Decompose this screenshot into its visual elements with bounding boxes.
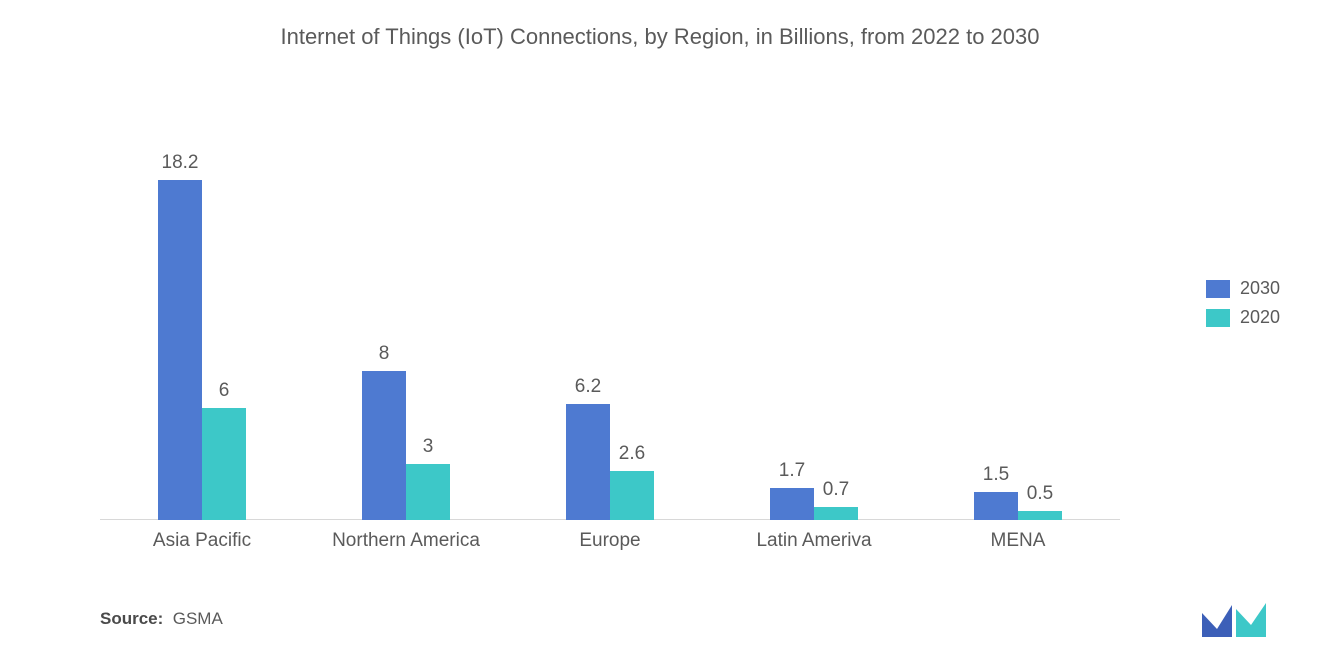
legend-label-2020: 2020 bbox=[1240, 307, 1280, 328]
legend-item-2030: 2030 bbox=[1206, 278, 1280, 299]
chart-title: Internet of Things (IoT) Connections, by… bbox=[0, 24, 1320, 50]
legend-swatch-2020 bbox=[1206, 309, 1230, 327]
bar-value-label: 6.2 bbox=[548, 376, 628, 398]
brand-logo-icon bbox=[1200, 601, 1270, 639]
bar bbox=[814, 507, 858, 520]
bar bbox=[202, 408, 246, 520]
bar-group: 6.22.6Europe bbox=[508, 100, 712, 520]
bar-group: 18.26Asia Pacific bbox=[100, 100, 304, 520]
bar bbox=[406, 464, 450, 520]
bar-value-label: 3 bbox=[388, 436, 468, 458]
category-label: Northern America bbox=[304, 520, 508, 552]
category-label: Europe bbox=[508, 520, 712, 552]
source-value: GSMA bbox=[173, 609, 223, 628]
bar-value-label: 8 bbox=[344, 343, 424, 365]
bar-group: 1.50.5MENA bbox=[916, 100, 1120, 520]
legend-swatch-2030 bbox=[1206, 280, 1230, 298]
bar-value-label: 0.5 bbox=[1000, 483, 1080, 505]
source-citation: Source: GSMA bbox=[100, 609, 223, 629]
bar-group: 1.70.7Latin Ameriva bbox=[712, 100, 916, 520]
legend-label-2030: 2030 bbox=[1240, 278, 1280, 299]
bar-value-label: 6 bbox=[184, 380, 264, 402]
category-label: Latin Ameriva bbox=[712, 520, 916, 552]
legend: 2030 2020 bbox=[1206, 278, 1280, 336]
category-label: MENA bbox=[916, 520, 1120, 552]
bar bbox=[610, 471, 654, 520]
plot-area: 18.26Asia Pacific83Northern America6.22.… bbox=[100, 100, 1120, 520]
category-label: Asia Pacific bbox=[100, 520, 304, 552]
bar-group: 83Northern America bbox=[304, 100, 508, 520]
bar bbox=[158, 180, 202, 520]
bar-value-label: 18.2 bbox=[140, 152, 220, 174]
source-label: Source: bbox=[100, 609, 163, 628]
legend-item-2020: 2020 bbox=[1206, 307, 1280, 328]
bar bbox=[1018, 511, 1062, 520]
bar-value-label: 0.7 bbox=[796, 479, 876, 501]
bar-value-label: 2.6 bbox=[592, 443, 672, 465]
